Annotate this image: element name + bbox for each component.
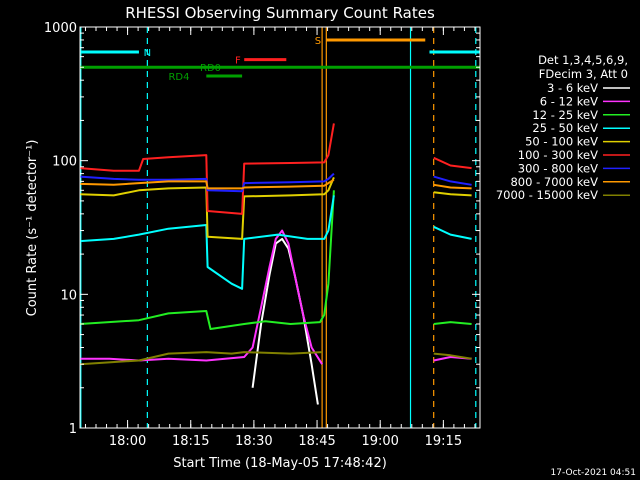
series-line [433, 352, 472, 360]
legend: Det 1,3,4,5,6,9,FDecim 3, Att 03 - 6 keV… [496, 53, 630, 202]
legend-header: FDecim 3, Att 0 [539, 67, 628, 81]
y-tick-label: 100 [52, 155, 77, 170]
series-line [433, 175, 472, 186]
legend-header: Det 1,3,4,5,6,9, [538, 53, 628, 67]
x-tick-label: 18:30 [235, 434, 272, 449]
timestamp: 17-Oct-2021 04:51 [551, 468, 636, 478]
x-tick-label: 18:45 [298, 434, 335, 449]
series-line [79, 190, 335, 330]
legend-entry-label: 6 - 12 keV [540, 94, 598, 108]
status-label-f: F [235, 56, 241, 67]
legend-entry-label: 300 - 800 keV [518, 161, 598, 175]
series-line [433, 225, 472, 240]
plot-frame [79, 26, 481, 429]
status-label-rd0: RD0 [200, 63, 221, 74]
legend-entry-label: 12 - 25 keV [532, 108, 598, 122]
series-line [433, 183, 472, 190]
series-line [79, 178, 335, 190]
legend-entry-label: 100 - 300 keV [518, 148, 598, 162]
y-tick-label: 1000 [44, 21, 77, 36]
legend-entry-label: 25 - 50 keV [532, 121, 598, 135]
legend-entry-label: 7000 - 15000 keV [496, 188, 598, 202]
series-line [80, 229, 323, 365]
series-line [251, 237, 319, 405]
series-line [433, 191, 472, 197]
plot-content: N S F RD0 RD4 [79, 27, 480, 428]
x-tick-label: 19:15 [425, 434, 462, 449]
series-line [79, 195, 335, 290]
x-tick-label: 19:00 [361, 434, 398, 449]
chart-title: RHESSI Observing Summary Count Rates [125, 4, 435, 22]
status-label-s: S [315, 36, 321, 47]
series-line [433, 321, 472, 325]
y-tick-label: 10 [60, 288, 77, 303]
series-line [433, 156, 472, 170]
series-line [79, 172, 335, 193]
axes: 18:00 18:15 18:30 18:45 19:00 19:15 1 10 100 1000 [44, 21, 480, 449]
legend-entry-label: 800 - 7000 keV [510, 175, 598, 189]
legend-entry-label: 50 - 100 keV [525, 135, 598, 149]
series-line [79, 123, 335, 215]
series-line [79, 177, 335, 240]
legend-entry-label: 3 - 6 keV [547, 81, 598, 95]
y-axis-label: Count Rate (s⁻¹ detector⁻¹) [25, 140, 40, 317]
x-axis-label: Start Time (18-May-05 17:48:42) [173, 456, 387, 471]
series-line [79, 351, 323, 366]
status-label-rd4: RD4 [168, 72, 189, 83]
x-tick-label: 18:00 [109, 434, 146, 449]
status-label-n: N [144, 48, 151, 59]
y-tick-label: 1 [69, 422, 77, 437]
x-tick-label: 18:15 [172, 434, 209, 449]
